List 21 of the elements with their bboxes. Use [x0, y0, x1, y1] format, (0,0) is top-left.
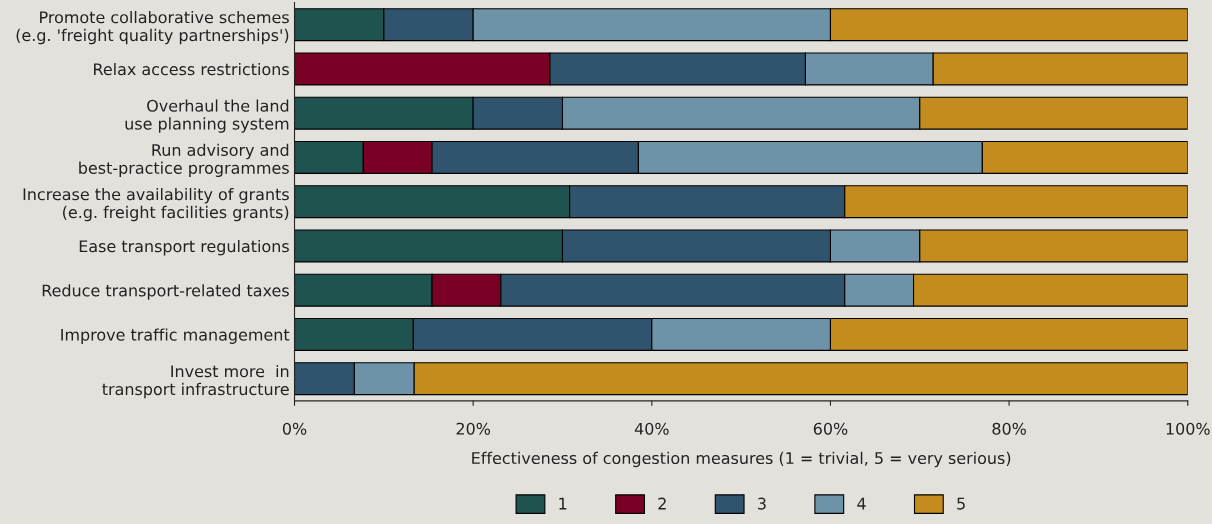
x-tick-label: 0% — [282, 422, 307, 435]
x-tick-label: 100% — [1166, 422, 1210, 435]
y-tick-label: Increase the availability of grants (e.g. freight facilities grants) — [23, 187, 289, 222]
y-tick-label: Promote collaborative schemes (e.g. 'freight quality partnerships') — [16, 10, 289, 45]
x-axis-title: Effectiveness of congestion measures (1 = trivial, 5 = very serious) — [472, 451, 1011, 468]
y-tick-label: Relax access restrictions — [94, 62, 289, 76]
y-tick-label: Invest more in transport infrastructure — [102, 364, 289, 399]
y-tick-label: Overhaul the land use planning system — [125, 99, 289, 133]
y-tick-label: Ease transport regulations — [79, 239, 289, 256]
y-tick-label: Run advisory and best-practice programmes — [79, 143, 289, 178]
legend-label: 4 — [857, 497, 866, 510]
legend-label: 1 — [559, 497, 567, 510]
x-tick-label: 40% — [634, 422, 669, 435]
y-tick-label: Improve traffic management — [61, 328, 290, 344]
y-tick-label: Reduce transport-related taxes — [42, 284, 289, 300]
x-tick-label: 20% — [456, 422, 491, 435]
x-tick-label: 60% — [813, 422, 848, 435]
x-tick-label: 80% — [992, 422, 1026, 435]
legend-label: 3 — [758, 497, 766, 510]
legend-label: 5 — [957, 497, 965, 510]
legend-label: 2 — [658, 497, 666, 510]
